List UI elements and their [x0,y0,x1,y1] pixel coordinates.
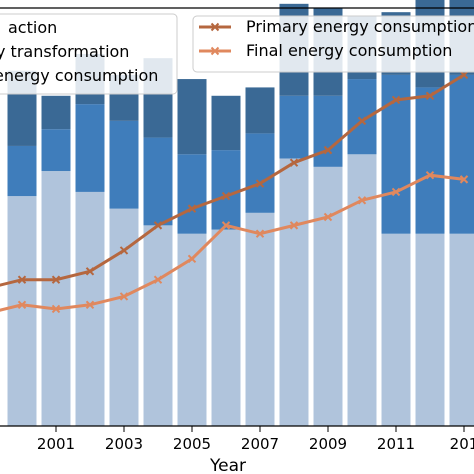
line-marker-1-2006 [221,221,231,230]
legend-right: Primary energy consumption Final energy c… [192,15,474,73]
legend-right-label-0: Primary energy consumption [246,17,474,36]
x-ticks: 9200120032005200720092011201 [37,426,474,453]
legend-right-marker-1 [210,46,220,56]
x-tick-label-2003: 2003 [105,435,143,453]
bar-segment-2-2006 [211,95,241,151]
bar-segment-1-2013 [449,74,474,234]
bar-segment-0-2007 [245,212,275,426]
bar-segment-0-2005 [177,233,207,426]
line-marker-1-2012 [425,170,435,180]
bar-segment-1-2002 [75,104,105,192]
bar-segment-2-2005 [177,79,207,155]
legend-left-label-1: y transformation [0,42,129,61]
bar-segment-2-2007 [245,87,275,134]
bar-segment-0-2009 [313,166,343,426]
line-marker-1-2000 [17,300,27,309]
line-marker-0-2003 [119,246,129,255]
x-axis-label: Year [209,456,246,474]
legend-left-label-0: action [8,18,57,37]
axes [0,7,474,427]
x-tick-label-2001: 2001 [37,435,75,453]
legend-right-box [192,15,474,73]
bar-segment-0-2006 [211,229,241,426]
line-marker-0-2008 [289,158,299,167]
bar-segment-1-2003 [109,120,139,209]
bar-segment-0-2008 [279,158,309,427]
line-marker-0-2000 [17,275,27,284]
line-marker-1-2004 [153,275,163,284]
line-marker-1-2001 [51,304,61,314]
bar-segment-1-2001 [41,129,71,172]
bar-segment-2-2001 [41,95,71,130]
line-marker-0-2006 [221,191,231,201]
line-marker-1-2007 [255,229,265,238]
line-marker-1-2011 [391,187,401,197]
bar-segment-0-2002 [75,191,105,426]
x-tick-label-2007: 2007 [241,435,279,453]
line-marker-0-2013 [459,70,469,80]
legend-left-label-2: energy consumption [0,66,158,85]
line-marker-0-2009 [323,145,333,155]
line-marker-0-2010 [357,116,367,126]
line-marker-1-2013 [459,175,469,184]
bar-segment-1-2009 [313,95,343,167]
bar-segment-1-2010 [347,79,377,155]
bar-segment-1-2006 [211,150,241,230]
line-marker-1-2003 [119,292,129,301]
line-marker-1-2009 [323,212,333,222]
bar-segment-1-2012 [415,87,445,234]
legend-right-marker-0 [210,22,220,32]
line-marker-0-2012 [425,91,435,100]
legend-left: action y transformation energy consumption [0,13,178,95]
line-marker-0-2002 [85,267,95,276]
legend-right-label-1: Final energy consumption [246,41,452,60]
line-marker-0-2007 [255,179,265,188]
x-tick-label-2011: 2011 [377,435,415,453]
line-marker-0-2011 [391,95,401,105]
bar-segment-1-2000 [7,145,37,197]
line-layer [0,70,469,314]
bar-segment-1-2008 [279,95,309,159]
line-marker-1-2008 [289,221,299,230]
bar-segment-1-2005 [177,154,207,234]
bar-segment-1-2007 [245,133,275,213]
legend-left-box [0,13,178,95]
line-marker-0-2005 [187,204,197,213]
line-marker-1-2010 [357,196,367,205]
x-tick-label-2005: 2005 [173,435,211,453]
x-tick-label-2009: 2009 [309,435,347,453]
bar-segment-1-2004 [143,137,173,226]
line-marker-0-2004 [153,221,163,230]
bar-segment-0-2000 [7,196,37,426]
bar-segment-0-2012 [415,233,445,426]
line-marker-1-2005 [187,254,197,264]
bar-segment-0-2010 [347,154,377,427]
bar-segment-0-2011 [381,233,411,426]
bar-segment-0-2001 [41,171,71,426]
line-marker-0-2001 [51,275,61,284]
bar-segment-0-2013 [449,233,474,426]
x-tick-label-2013: 201 [450,435,474,453]
bar-segment-0-2004 [143,225,173,426]
line-marker-1-2002 [85,300,95,309]
